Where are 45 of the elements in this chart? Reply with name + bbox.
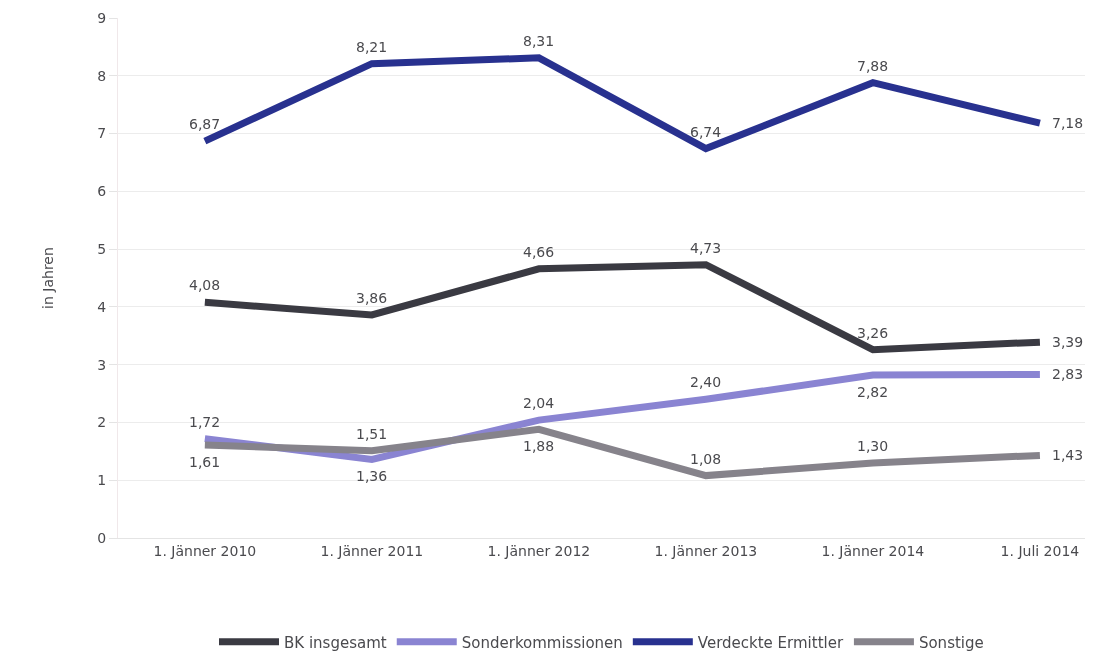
data-label: 1,43	[1052, 447, 1084, 463]
x-tick-label: 1. Jänner 2011	[320, 542, 424, 559]
x-tick-label: 1. Jänner 2014	[821, 542, 925, 559]
data-label: 2,82	[857, 384, 889, 400]
y-tick-label: 2	[97, 414, 107, 431]
data-label: 2,04	[523, 395, 555, 411]
x-tick-label: 1. Jänner 2012	[487, 542, 591, 559]
y-tick-label: 5	[97, 241, 107, 258]
data-label: 1,51	[356, 426, 388, 442]
y-tick-label: 1	[97, 472, 107, 489]
legend-label: Verdeckte Ermittler	[697, 633, 844, 652]
y-tick-label: 6	[97, 183, 107, 200]
data-label: 3,39	[1052, 334, 1084, 350]
data-label: 7,18	[1052, 115, 1084, 131]
data-label: 8,21	[356, 39, 388, 55]
y-tick-label: 4	[97, 298, 107, 315]
y-axis-title: in Jahren	[39, 247, 56, 309]
x-tick-label: 1. Jänner 2013	[654, 542, 758, 559]
data-label: 7,88	[857, 58, 889, 74]
data-label: 8,31	[523, 33, 555, 49]
data-label: 4,08	[189, 277, 221, 293]
x-tick-label: 1. Juli 2014	[1000, 542, 1080, 559]
data-label: 3,26	[857, 325, 889, 341]
data-label: 6,74	[690, 124, 722, 140]
legend-label: BK insgesamt	[284, 633, 387, 652]
data-label: 1,88	[523, 438, 555, 454]
data-label: 2,83	[1052, 366, 1084, 382]
data-label: 3,86	[356, 290, 388, 306]
data-label: 2,40	[690, 374, 722, 390]
legend-label: Sonstige	[918, 633, 984, 652]
legend-label: Sonderkommissionen	[461, 633, 623, 652]
y-tick-label: 3	[97, 356, 107, 373]
y-tick-label: 7	[97, 125, 107, 142]
data-label: 4,73	[690, 240, 722, 256]
y-tick-label: 8	[97, 67, 107, 84]
y-tick-label: 9	[97, 9, 107, 26]
data-label: 6,87	[189, 116, 221, 132]
data-label: 1,72	[189, 414, 221, 430]
data-label: 1,08	[690, 451, 722, 467]
data-label: 1,36	[356, 468, 388, 484]
data-label: 1,30	[857, 438, 889, 454]
data-label: 4,66	[523, 244, 555, 260]
data-label: 1,61	[189, 454, 221, 470]
x-tick-label: 1. Jänner 2010	[153, 542, 257, 559]
y-tick-label: 0	[97, 529, 107, 546]
